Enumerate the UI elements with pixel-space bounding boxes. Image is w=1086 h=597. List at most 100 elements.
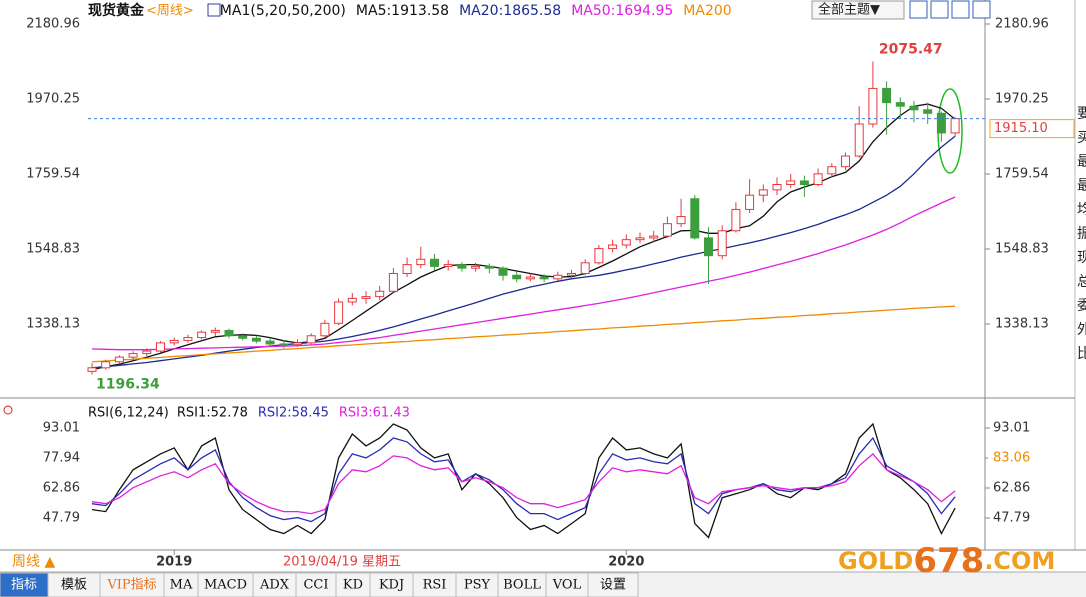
series-line bbox=[91, 422, 956, 539]
toolbar-tab-label[interactable]: 指标 bbox=[11, 578, 37, 593]
legend-item: MA5:1913.58 bbox=[356, 3, 449, 19]
settings-icon[interactable] bbox=[3, 405, 13, 415]
low-label: 1196.34 bbox=[96, 376, 160, 392]
candle-body bbox=[608, 244, 618, 250]
y-tick-label-right: 1759.54 bbox=[995, 166, 1049, 181]
toolbar-tab-label[interactable]: ADX bbox=[259, 578, 290, 593]
toolbar-tab[interactable] bbox=[587, 572, 639, 597]
side-panel-label: 要 bbox=[1077, 106, 1086, 122]
side-panel-label: 委 bbox=[1077, 298, 1086, 314]
toolbar-tab[interactable] bbox=[252, 572, 297, 597]
candle-body bbox=[128, 353, 138, 358]
y-tick-label: 77.94 bbox=[43, 450, 80, 465]
candle-body bbox=[909, 105, 919, 111]
candle-body bbox=[361, 296, 371, 299]
toolbar-tab-label[interactable]: KD bbox=[343, 578, 363, 593]
candle-body bbox=[525, 276, 535, 280]
candle-body bbox=[114, 356, 124, 363]
cursor-value: 83.06 bbox=[993, 451, 1030, 466]
candle-body bbox=[772, 184, 782, 191]
candle-body bbox=[717, 230, 727, 257]
side-panel-label: 最 bbox=[1077, 178, 1086, 194]
watermark: GOLD678.COM bbox=[838, 541, 1055, 581]
candle-body bbox=[882, 87, 892, 104]
toolbar-tab[interactable] bbox=[455, 572, 499, 597]
candle-body bbox=[471, 265, 481, 269]
legend-item: RSI(6,12,24) bbox=[88, 406, 169, 421]
side-panel-label: 现 bbox=[1077, 250, 1086, 266]
toolbar-tab-label[interactable]: VIP指标 bbox=[106, 578, 156, 593]
candle-body bbox=[950, 118, 960, 134]
candle-body bbox=[567, 272, 576, 276]
y-tick-label: 62.86 bbox=[43, 481, 80, 496]
candle-body bbox=[676, 216, 686, 225]
candle-body bbox=[293, 342, 302, 346]
toolbar-tab-label[interactable]: RSI bbox=[423, 578, 447, 593]
toolbar-tab-label[interactable]: MA bbox=[170, 578, 193, 593]
candle-body bbox=[731, 208, 741, 232]
candle-body bbox=[402, 264, 412, 274]
toolbar-tab-label[interactable]: CCI bbox=[303, 578, 328, 593]
candle-body bbox=[745, 194, 755, 210]
candle-body bbox=[512, 274, 522, 280]
candle-body bbox=[347, 297, 357, 303]
toolbar-tab[interactable] bbox=[335, 572, 371, 597]
cursor-date: 2019/04/19 星期五 bbox=[283, 555, 401, 570]
toolbar-tab[interactable] bbox=[47, 572, 101, 597]
candle-body bbox=[841, 155, 850, 168]
candle-body bbox=[251, 337, 261, 342]
candle-body bbox=[539, 276, 549, 280]
toolbar-tab-label[interactable]: VOL bbox=[552, 578, 582, 593]
candle-body bbox=[156, 342, 165, 352]
theme-button-label[interactable]: 全部主题▼ bbox=[818, 2, 880, 18]
icon-button[interactable] bbox=[930, 0, 949, 19]
icon-button[interactable] bbox=[909, 0, 928, 19]
toolbar-tab-label[interactable]: PSY bbox=[464, 578, 491, 593]
price-label: 1915.10 bbox=[994, 121, 1048, 136]
y-tick-label-right: 2180.96 bbox=[995, 17, 1049, 32]
period-selector[interactable]: 周线 ▲ bbox=[12, 554, 55, 570]
y-tick-label: 93.01 bbox=[43, 420, 80, 435]
toolbar-tab[interactable] bbox=[197, 572, 254, 597]
candle-body bbox=[238, 335, 248, 339]
icon-button[interactable] bbox=[951, 0, 970, 19]
candle-body bbox=[334, 301, 344, 324]
toolbar-tab[interactable] bbox=[163, 572, 199, 597]
candle-body bbox=[142, 350, 152, 355]
side-panel-label: 总 bbox=[1077, 274, 1086, 290]
toolbar-tab[interactable] bbox=[412, 572, 457, 597]
candle-body bbox=[306, 335, 316, 344]
legend-item: MA1(5,20,50,200) bbox=[220, 3, 346, 19]
candle-body bbox=[101, 361, 111, 369]
candle-body bbox=[553, 274, 563, 280]
side-panel-label: 振 bbox=[1077, 226, 1086, 242]
candle-body bbox=[279, 343, 289, 346]
toolbar-tab-label[interactable]: MACD bbox=[204, 578, 247, 593]
y-tick-label: 47.79 bbox=[43, 511, 80, 526]
theme-button[interactable] bbox=[811, 0, 905, 20]
x-tick-label: 2020 bbox=[608, 555, 644, 570]
price-label-box bbox=[989, 119, 1075, 139]
toolbar-tab[interactable] bbox=[295, 572, 337, 597]
candle-body bbox=[635, 237, 645, 241]
candle-body bbox=[813, 173, 823, 186]
toolbar-tab-label[interactable]: 设置 bbox=[600, 578, 626, 593]
y-tick-label-right: 62.86 bbox=[993, 481, 1030, 496]
watermark-number: 678 bbox=[913, 541, 984, 581]
icon-button[interactable] bbox=[972, 0, 991, 19]
legend-icon bbox=[207, 3, 221, 17]
side-panel-label: 均 bbox=[1077, 202, 1086, 218]
window-icons bbox=[909, 0, 991, 19]
toolbar-tab[interactable] bbox=[497, 572, 547, 597]
toolbar-tab-label[interactable]: BOLL bbox=[503, 578, 541, 593]
toolbar-tab-label[interactable]: KDJ bbox=[379, 578, 404, 593]
watermark-suffix: .COM bbox=[984, 547, 1055, 575]
side-panel-label: 外 bbox=[1077, 322, 1086, 338]
toolbar-tab-label[interactable]: 模板 bbox=[61, 578, 87, 593]
series-line bbox=[91, 452, 956, 515]
candle-body bbox=[183, 337, 193, 341]
candle-body bbox=[758, 189, 768, 196]
toolbar-tab[interactable] bbox=[369, 572, 414, 597]
